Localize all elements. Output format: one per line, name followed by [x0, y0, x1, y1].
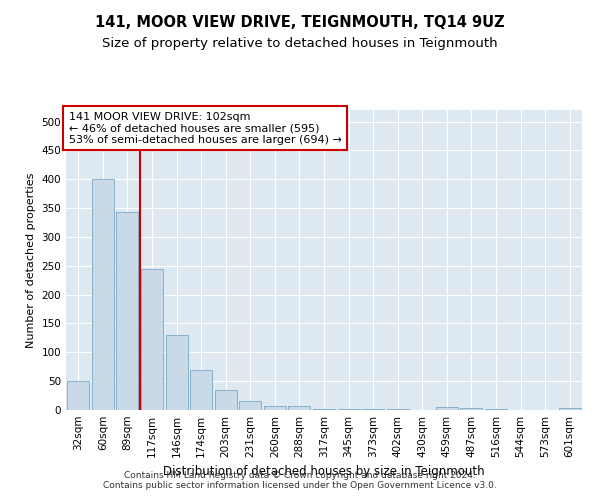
- Text: 141 MOOR VIEW DRIVE: 102sqm
← 46% of detached houses are smaller (595)
53% of se: 141 MOOR VIEW DRIVE: 102sqm ← 46% of det…: [68, 112, 341, 144]
- Bar: [92, 179, 114, 410]
- Bar: [264, 406, 286, 410]
- Bar: [166, 335, 188, 410]
- Bar: [239, 402, 262, 410]
- Bar: [190, 370, 212, 410]
- Bar: [289, 406, 310, 410]
- Bar: [338, 409, 359, 410]
- Bar: [116, 212, 139, 410]
- Bar: [313, 409, 335, 410]
- Bar: [436, 407, 458, 410]
- Text: Size of property relative to detached houses in Teignmouth: Size of property relative to detached ho…: [102, 38, 498, 51]
- X-axis label: Distribution of detached houses by size in Teignmouth: Distribution of detached houses by size …: [163, 466, 485, 478]
- Y-axis label: Number of detached properties: Number of detached properties: [26, 172, 36, 348]
- Text: Contains HM Land Registry data © Crown copyright and database right 2024.
Contai: Contains HM Land Registry data © Crown c…: [103, 470, 497, 490]
- Bar: [215, 390, 237, 410]
- Bar: [67, 381, 89, 410]
- Text: 141, MOOR VIEW DRIVE, TEIGNMOUTH, TQ14 9UZ: 141, MOOR VIEW DRIVE, TEIGNMOUTH, TQ14 9…: [95, 15, 505, 30]
- Bar: [559, 408, 581, 410]
- Bar: [460, 408, 482, 410]
- Bar: [141, 268, 163, 410]
